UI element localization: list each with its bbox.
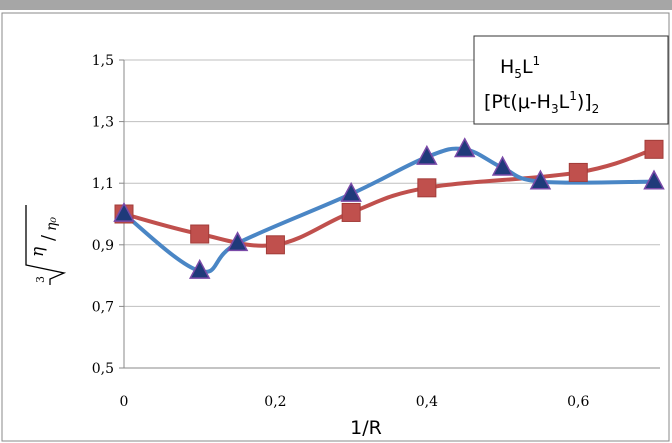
x-tick-label: 0,6 bbox=[567, 394, 589, 410]
legend-item-2: [Pt(μ-H3L1)]2 bbox=[484, 89, 599, 116]
y-tick-label: 0,7 bbox=[92, 299, 114, 315]
x-tick-label: 0 bbox=[120, 394, 129, 410]
legend: H5L1 [Pt(μ-H3L1)]2 bbox=[473, 35, 669, 125]
y-axis-title-root-sign bbox=[25, 205, 67, 285]
top-band bbox=[0, 0, 672, 10]
x-tick-label: 0,2 bbox=[264, 394, 286, 410]
y-axis-title-eta: η bbox=[28, 246, 48, 257]
data-point-triangle bbox=[340, 181, 362, 202]
y-axis-title: 3 η / η₀ bbox=[25, 205, 67, 285]
series-line-1 bbox=[122, 146, 656, 274]
y-tick-label: 1,3 bbox=[92, 115, 114, 131]
data-point-square bbox=[341, 202, 361, 222]
legend-item-1: H5L1 bbox=[500, 54, 540, 81]
data-point-square bbox=[265, 235, 285, 255]
series bbox=[113, 137, 665, 279]
y-tick-label: 1,1 bbox=[92, 176, 114, 192]
y-tick-label: 0,5 bbox=[92, 361, 114, 377]
data-point-triangle bbox=[188, 258, 211, 279]
data-point-square bbox=[568, 162, 588, 182]
data-point-square bbox=[644, 139, 664, 159]
x-tick-labels: 0 0,2 0,4 0,6 bbox=[120, 394, 590, 410]
y-tick-label: 1,5 bbox=[92, 53, 114, 69]
x-axis-title: 1/R bbox=[350, 417, 382, 439]
data-point-triangle bbox=[226, 231, 249, 252]
y-axis-title-radical: 3 bbox=[34, 276, 47, 283]
data-point-square bbox=[190, 224, 210, 244]
y-axis-title-slash: / bbox=[38, 234, 59, 241]
y-axis-title-eta0: η₀ bbox=[44, 217, 60, 231]
data-point-triangle bbox=[453, 137, 476, 158]
data-point-triangle bbox=[643, 169, 665, 190]
y-tick-label: 0,9 bbox=[92, 238, 114, 254]
data-point-triangle bbox=[491, 155, 514, 176]
y-tick-labels: 0,5 0,7 0,9 1,1 1,3 1,5 bbox=[92, 53, 114, 377]
legend-box bbox=[473, 35, 669, 125]
data-point-square bbox=[417, 178, 437, 198]
data-point-triangle bbox=[113, 201, 135, 222]
data-point-triangle bbox=[529, 169, 552, 190]
data-point-triangle bbox=[416, 144, 438, 165]
x-tick-label: 0,4 bbox=[416, 394, 438, 410]
